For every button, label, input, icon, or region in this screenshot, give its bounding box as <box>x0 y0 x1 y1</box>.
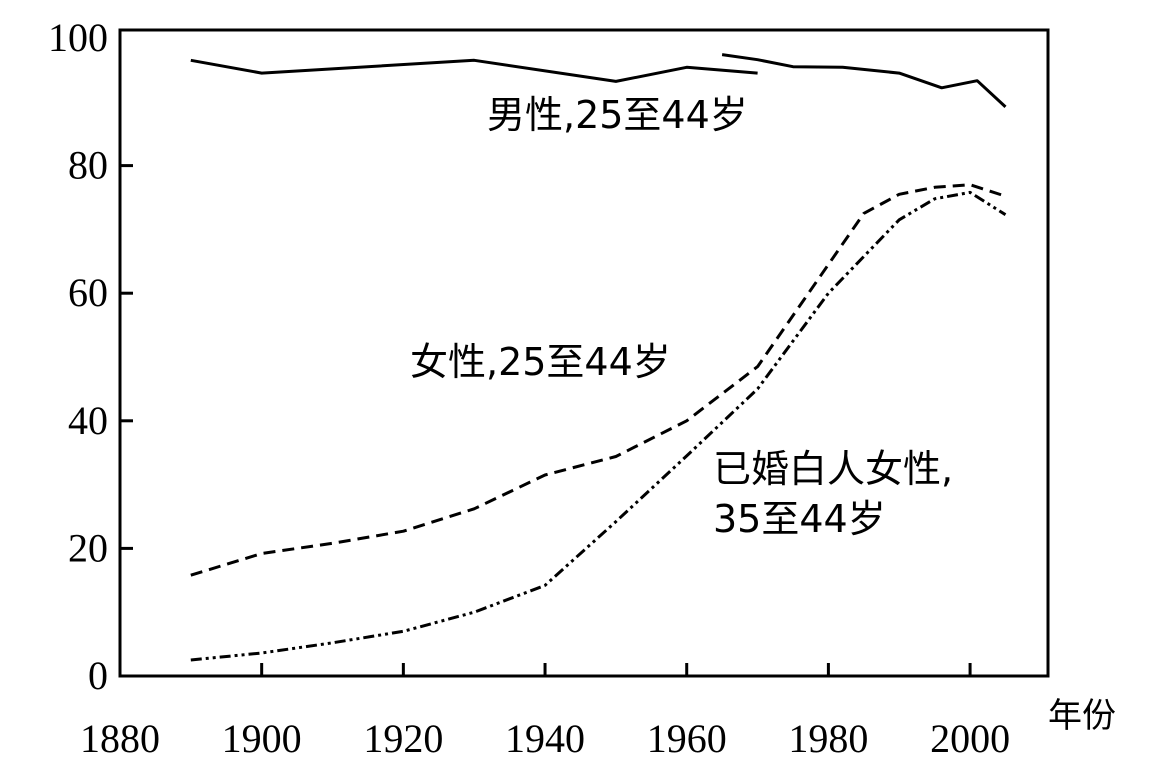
x-axis-label: 年份 <box>1048 696 1116 736</box>
x-tick-label: 1880 <box>80 716 160 761</box>
x-tick-label: 2000 <box>930 716 1010 761</box>
x-tick-label: 1900 <box>222 716 302 761</box>
y-tick-label: 100 <box>48 15 108 60</box>
series-label-female: 女性,25至44岁 <box>410 340 671 384</box>
y-axis-ticks: 0 20 40 60 80 100 <box>48 15 133 698</box>
series-group <box>190 53 1007 662</box>
series-label-married-line1: 已婚白人女性, <box>713 447 953 491</box>
series-line-0-segment-0 <box>190 58 758 83</box>
series-line-1-segment-0 <box>190 183 1006 577</box>
series-label-male: 男性,25至44岁 <box>487 93 748 137</box>
x-tick-label: 1940 <box>505 716 585 761</box>
series-line-0-segment-1 <box>721 53 1007 109</box>
x-axis-ticks: 1880 1900 1920 1940 1960 1980 2000 <box>80 663 1010 761</box>
plot-frame <box>118 28 1050 678</box>
y-tick-label: 60 <box>68 270 108 315</box>
y-tick-label: 80 <box>68 143 108 188</box>
y-tick-label: 0 <box>88 653 108 698</box>
x-tick-label: 1920 <box>363 716 443 761</box>
y-tick-label: 40 <box>68 398 108 443</box>
x-tick-label: 1960 <box>647 716 727 761</box>
series-line-2-segment-0 <box>190 190 1007 662</box>
x-tick-label: 1980 <box>788 716 868 761</box>
series-label-married-line2: 35至44岁 <box>713 497 886 541</box>
y-tick-label: 20 <box>68 525 108 570</box>
